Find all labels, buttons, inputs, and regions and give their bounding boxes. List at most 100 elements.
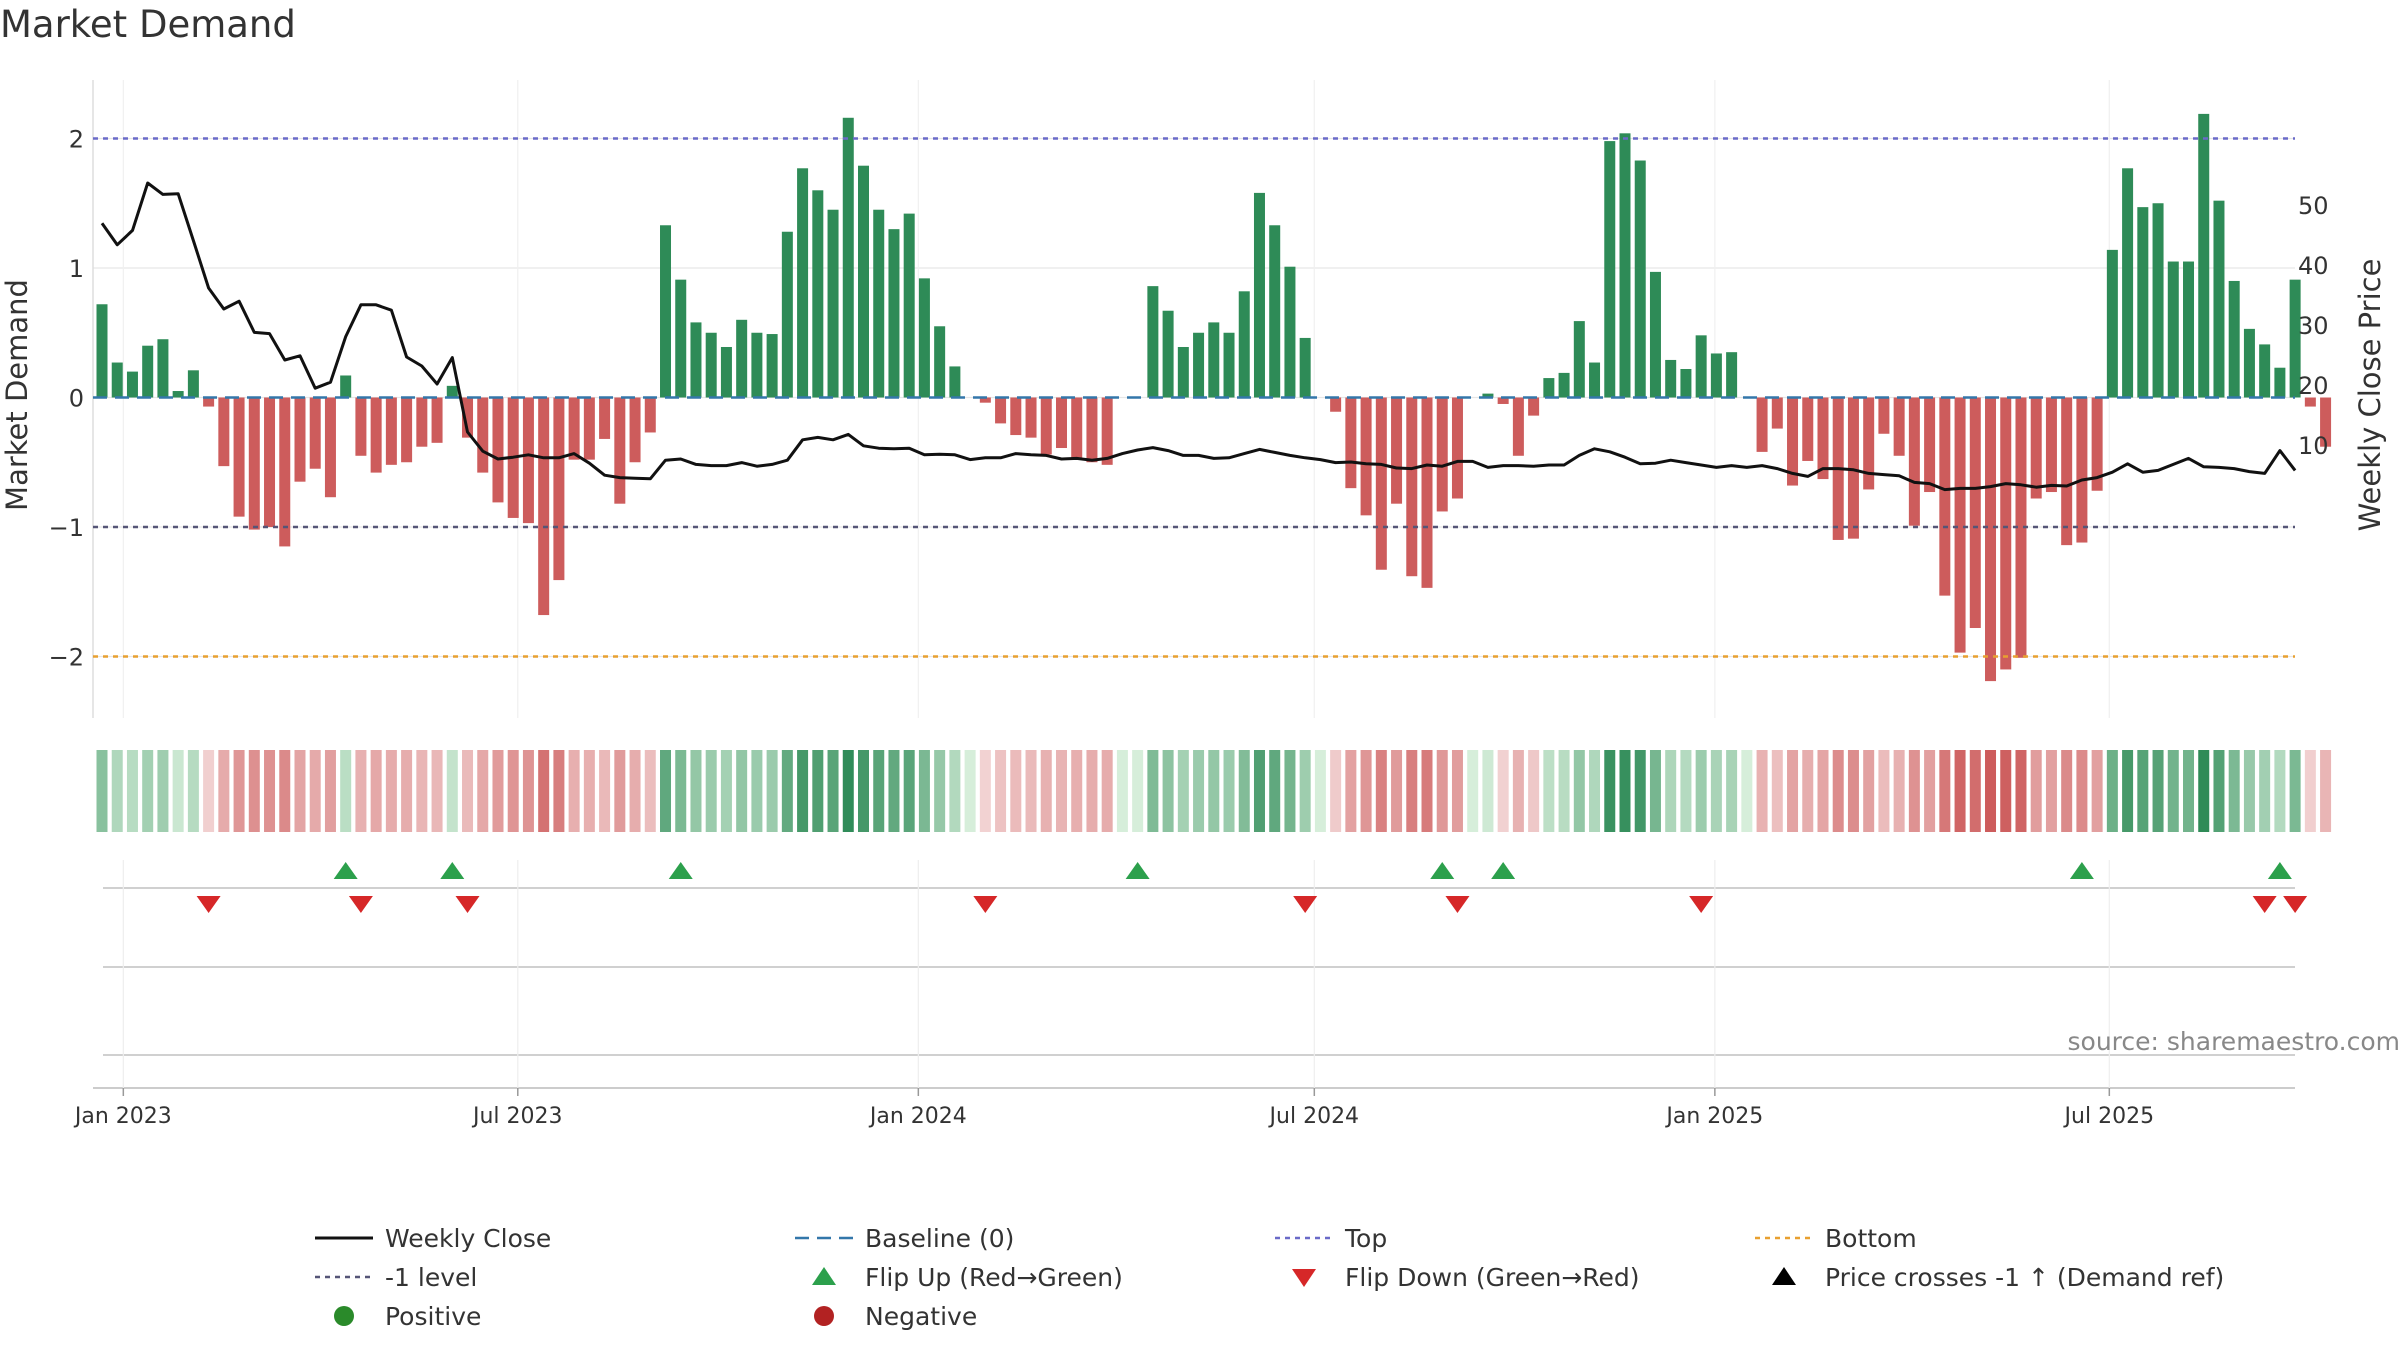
flip-up-marker (333, 862, 358, 879)
right-tick-label: 30 (2298, 312, 2329, 340)
demand-bar (1391, 397, 1403, 504)
heat-cell (644, 750, 656, 832)
demand-bar (1406, 397, 1418, 577)
demand-bar (477, 397, 489, 473)
heat-cell (1421, 750, 1433, 832)
left-tick-label: −2 (49, 644, 84, 672)
legend-label: Weekly Close (385, 1224, 551, 1253)
heat-cell (1771, 750, 1783, 832)
heat-cell (309, 750, 321, 832)
demand-bar (431, 397, 443, 443)
demand-bar (1177, 346, 1189, 398)
heat-cell (1908, 750, 1920, 832)
demand-bar (1969, 397, 1981, 629)
left-tick-label: 2 (69, 126, 84, 154)
weekly-close-line (100, 181, 2297, 492)
demand-bar (309, 397, 321, 469)
demand-bar (918, 278, 930, 398)
heat-cell (2137, 750, 2149, 832)
heat-cell (1634, 750, 1646, 832)
heat-cell (934, 750, 946, 832)
demand-bar (1573, 321, 1585, 398)
heat-cell (1132, 750, 1144, 832)
demand-bar (126, 371, 138, 398)
heat-cell (96, 750, 108, 832)
left-axis-title: Market Demand (0, 279, 34, 511)
right-tick-label: 20 (2298, 372, 2329, 400)
demand-bar (2045, 397, 2057, 493)
demand-bar (629, 397, 641, 463)
heat-cell (2304, 750, 2316, 832)
heat-cell (858, 750, 869, 832)
legend-item: Weekly Close (315, 1224, 551, 1253)
demand-bar (1817, 397, 1829, 480)
heat-cell (873, 750, 885, 832)
heat-cell (1406, 750, 1418, 832)
demand-bar (903, 213, 915, 398)
demand-bar (1878, 397, 1890, 434)
demand-bar (1908, 397, 1920, 526)
heat-cell (812, 750, 824, 832)
heat-cell (1162, 750, 1174, 832)
heat-cell (1695, 750, 1707, 832)
demand-bar (462, 397, 474, 438)
demand-bars (96, 113, 2332, 682)
demand-bar (2030, 397, 2042, 499)
demand-bar (385, 397, 397, 465)
demand-bar (2228, 280, 2240, 398)
heat-cell (705, 750, 717, 832)
demand-bar (1665, 359, 1677, 398)
demand-bar (1025, 397, 1037, 438)
demand-bar (1208, 322, 1220, 398)
demand-bar (1238, 291, 1250, 398)
heat-cell (1558, 750, 1570, 832)
heat-cell (2167, 750, 2179, 832)
demand-bar (751, 332, 763, 398)
demand-bar (1771, 397, 1783, 429)
heat-cell (1436, 750, 1448, 832)
demand-bar (1985, 397, 1997, 682)
demand-bar (187, 370, 199, 398)
heat-cell (1391, 750, 1403, 832)
heat-cell (1040, 750, 1052, 832)
demand-bar (2015, 397, 2027, 658)
heat-cell (1939, 750, 1951, 832)
heat-cell (2030, 750, 2042, 832)
demand-bar (1680, 369, 1692, 398)
heat-cell (2213, 750, 2225, 832)
left-tick-label: 0 (69, 385, 84, 413)
demand-bar (934, 326, 946, 398)
demand-bar (1010, 397, 1022, 436)
demand-bar (492, 397, 504, 503)
heat-cell (1314, 750, 1326, 832)
demand-bar (2213, 200, 2225, 398)
demand-bar (644, 397, 656, 433)
demand-bar (553, 397, 565, 581)
heat-cell (264, 750, 276, 832)
legend-label: Negative (865, 1302, 977, 1331)
heat-cell (462, 750, 474, 832)
heat-cell (2183, 750, 2195, 832)
demand-bar (1893, 397, 1905, 456)
heat-cell (2122, 750, 2134, 832)
heat-cell (1741, 750, 1753, 832)
legend-label: -1 level (385, 1263, 477, 1292)
heat-cell (675, 750, 687, 832)
demand-bar (172, 391, 184, 398)
heat-cell (888, 750, 900, 832)
demand-bar (1558, 372, 1570, 398)
demand-bar (1162, 310, 1174, 398)
heat-cell (477, 750, 489, 832)
flip-down-marker (2252, 896, 2277, 913)
demand-bar (233, 397, 245, 517)
heat-cell (1543, 750, 1555, 832)
demand-bar (2183, 261, 2195, 398)
demand-bar (538, 397, 550, 616)
demand-bar (1787, 397, 1799, 486)
heat-cell (766, 750, 778, 832)
heat-cell (2045, 750, 2057, 832)
demand-bar (522, 397, 534, 524)
date-tick-label: Jul 2023 (471, 1104, 563, 1129)
demand-bar (1649, 271, 1661, 398)
heat-cell (233, 750, 245, 832)
